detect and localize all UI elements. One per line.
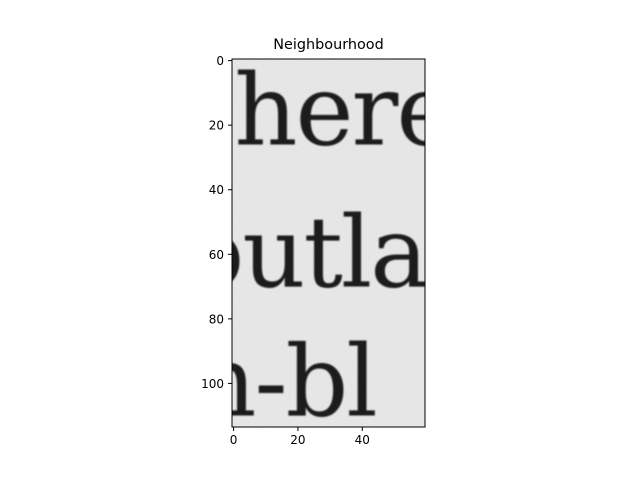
chart-title: Neighbourhood — [273, 37, 383, 53]
scanned-text-line: 'here — [209, 55, 452, 169]
scanned-text-line: n-bl — [193, 326, 375, 440]
x-axis-ticks: 0 20 40 — [230, 427, 370, 447]
paper-texture — [232, 59, 425, 427]
scanned-text: 'here outla n-bl — [185, 55, 452, 440]
y-axis-ticks: 0 20 40 60 80 100 — [201, 54, 232, 391]
scanned-text-line: outla — [185, 197, 426, 311]
x-tick-label: 20 — [290, 433, 305, 447]
y-tick-label: 0 — [216, 54, 224, 68]
y-tick-label: 80 — [209, 312, 224, 326]
image-area: 'here outla n-bl — [185, 55, 452, 440]
x-tick-label: 40 — [355, 433, 370, 447]
y-tick-label: 20 — [209, 119, 224, 133]
y-tick-label: 40 — [209, 183, 224, 197]
axes-frame — [231, 58, 426, 428]
y-tick-label: 60 — [209, 248, 224, 262]
y-tick-label: 100 — [201, 377, 224, 391]
x-tick-label: 0 — [230, 433, 238, 447]
